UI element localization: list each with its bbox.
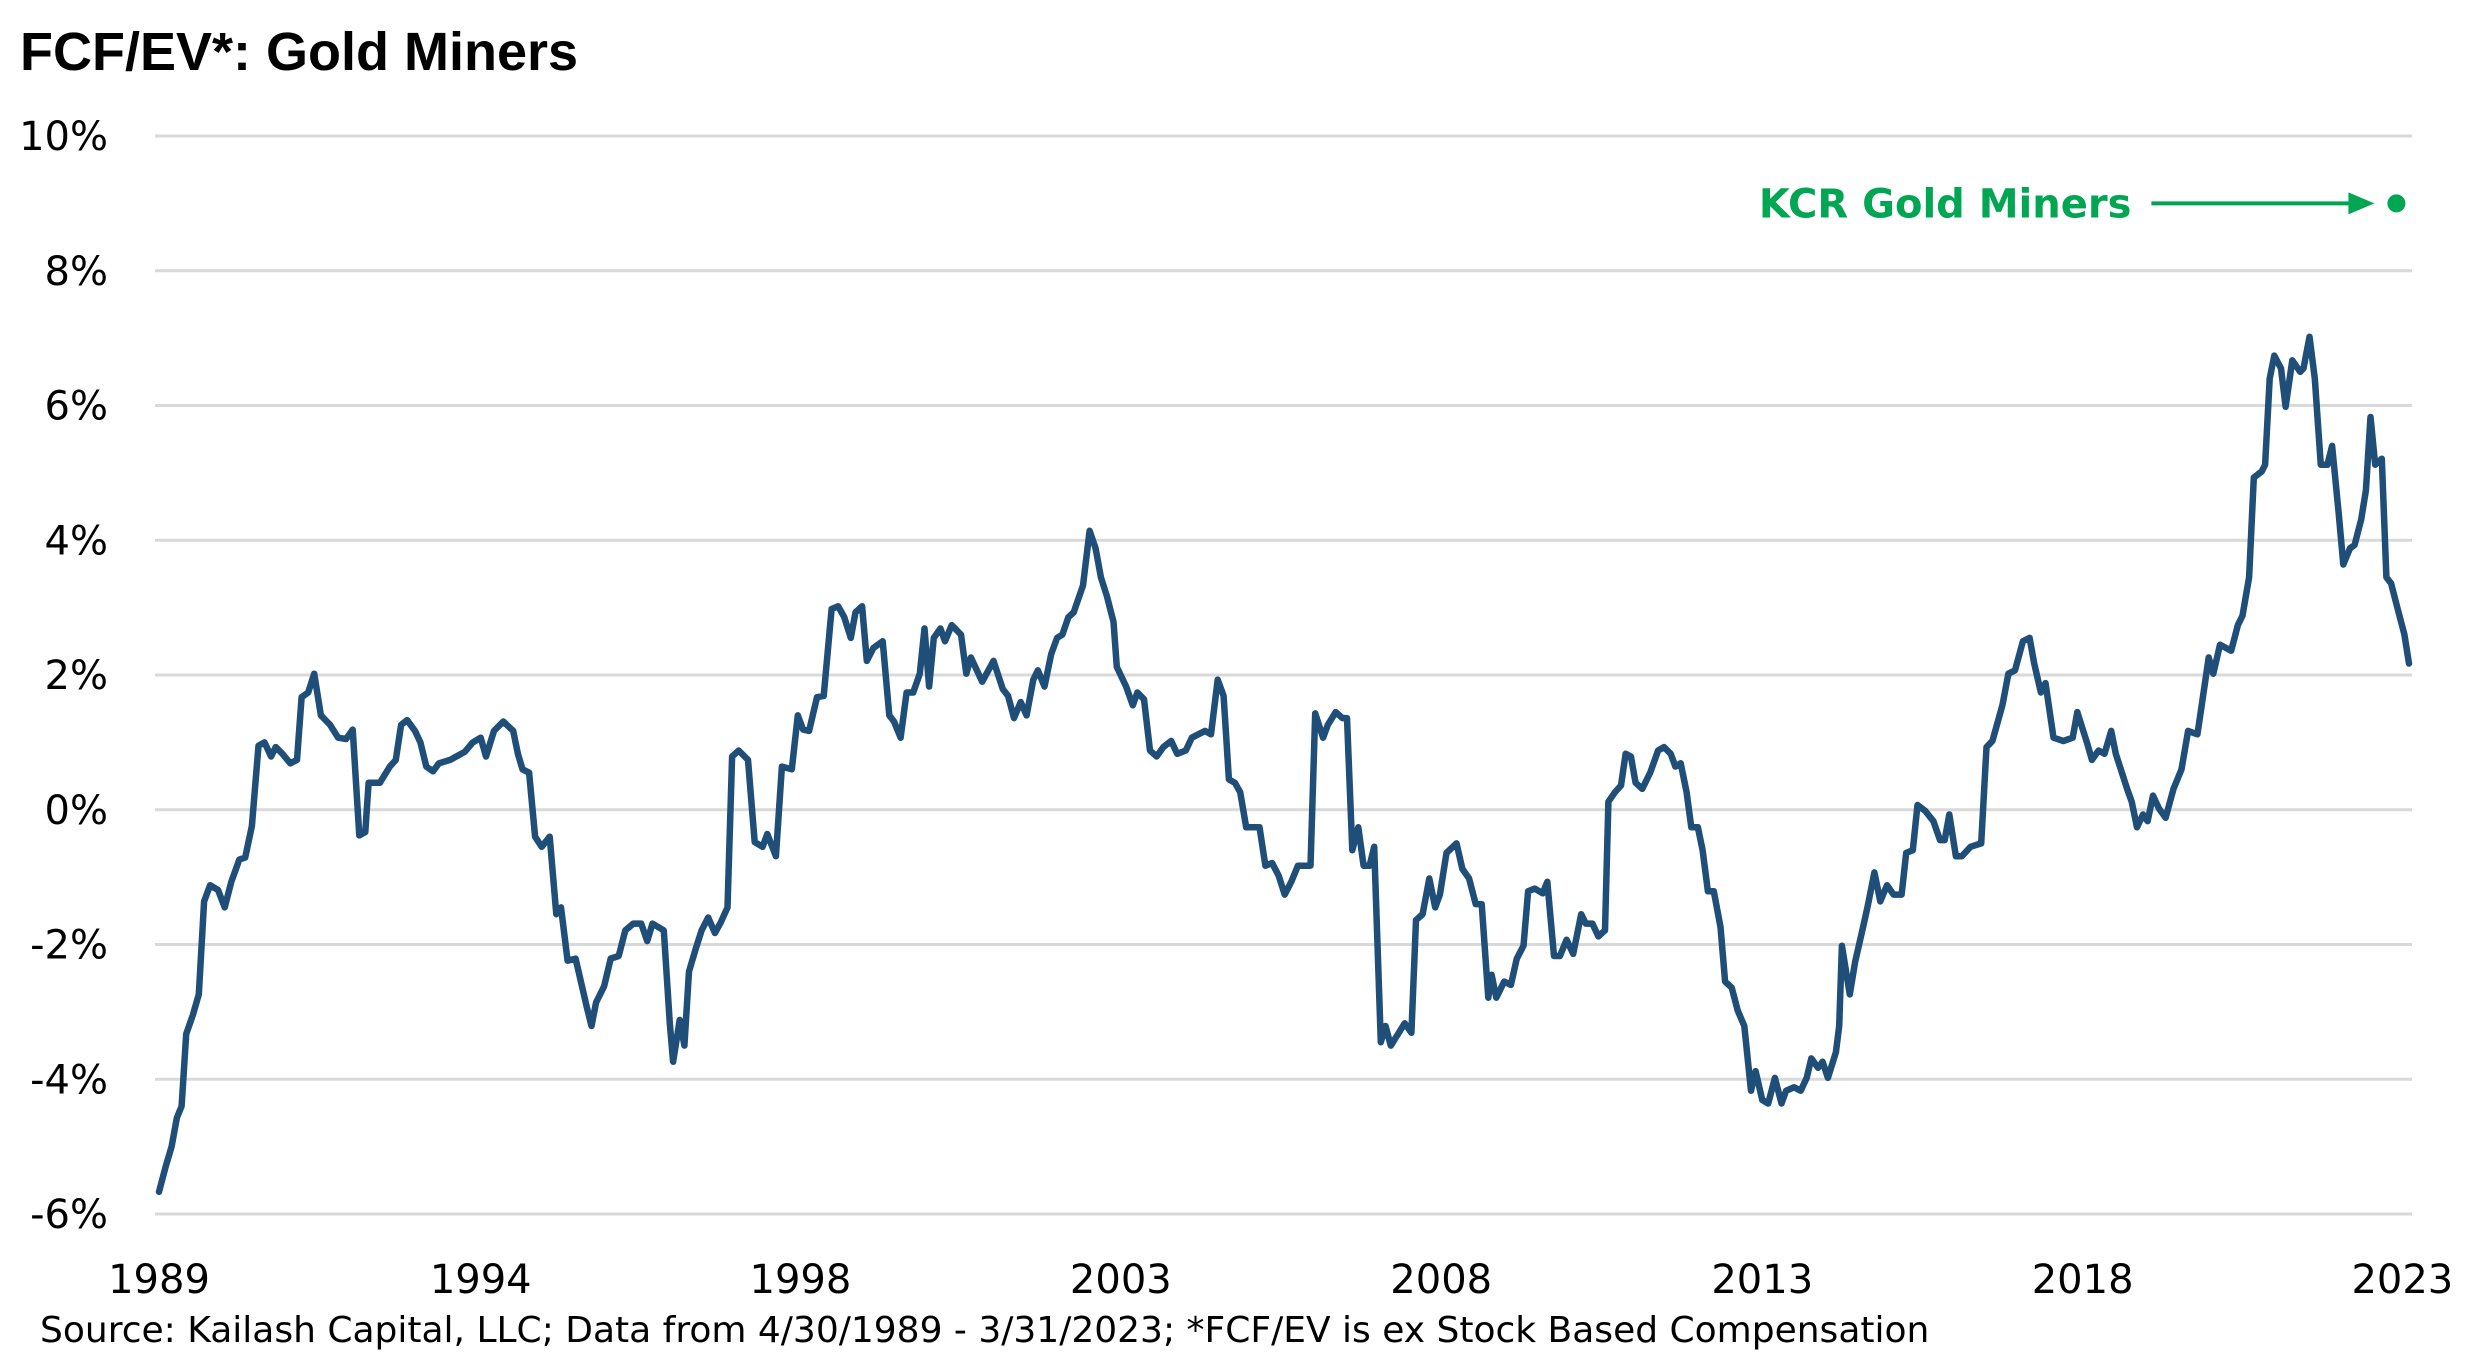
y-tick-label: 8% [45, 249, 108, 295]
x-tick-label: 2018 [2032, 1257, 2134, 1303]
x-tick-label: 2013 [1711, 1257, 1813, 1303]
kcr-gold-miners-point [2387, 194, 2406, 213]
x-tick-label: 2008 [1390, 1257, 1492, 1303]
arrow-head-icon [2348, 192, 2375, 215]
x-axis-tick-labels: 1989 1994 1998 2003 2008 2013 2018 2023 [108, 1257, 2453, 1303]
kcr-gold-miners-annotation: KCR Gold Miners [1759, 181, 2406, 227]
source-note: Source: Kailash Capital, LLC; Data from … [40, 1310, 1929, 1351]
x-tick-label: 1989 [108, 1257, 210, 1303]
x-tick-label: 2023 [2351, 1257, 2453, 1303]
y-tick-label: 10% [19, 114, 108, 160]
x-tick-label: 1998 [750, 1257, 852, 1303]
x-tick-label: 2003 [1070, 1257, 1172, 1303]
y-tick-label: -6% [30, 1192, 108, 1238]
y-tick-label: -2% [30, 923, 108, 969]
y-tick-label: 4% [45, 518, 108, 564]
y-tick-label: -4% [30, 1057, 108, 1103]
y-tick-label: 6% [45, 384, 108, 430]
x-tick-label: 1994 [430, 1257, 532, 1303]
gridlines [155, 134, 2412, 1216]
fcf-ev-series-line [155, 333, 2413, 1196]
chart-title: FCF/EV*: Gold Miners [20, 22, 578, 82]
y-tick-label: 2% [45, 653, 108, 699]
y-tick-label: 0% [45, 788, 108, 834]
kcr-gold-miners-label: KCR Gold Miners [1759, 181, 2132, 227]
y-axis-tick-labels: -6% -4% -2% 0% 2% 4% 6% 8% 10% [19, 114, 108, 1238]
